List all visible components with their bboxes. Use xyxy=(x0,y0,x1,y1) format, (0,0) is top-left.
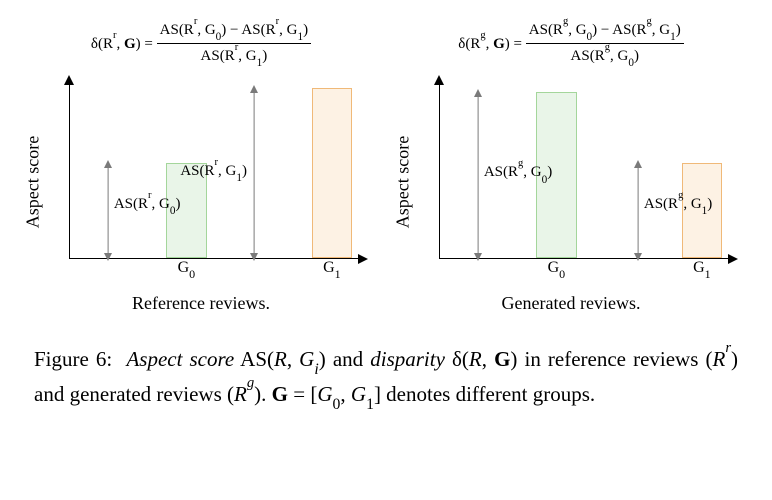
x-arrow-icon xyxy=(728,254,738,264)
x-tick: G1 xyxy=(323,259,341,280)
left-xlabel: Reference reviews. xyxy=(31,293,371,314)
measure-arrow xyxy=(108,163,109,258)
right-ylabel: Aspect score xyxy=(393,136,414,228)
right-plot: Aspect score G0G1AS(Rg, G0)AS(Rg, G1) xyxy=(411,77,731,287)
left-formula: δ(Rr, G) = AS(Rr, G0) − AS(Rr, G1) AS(Rr… xyxy=(31,20,371,67)
left-ylabel: Aspect score xyxy=(23,136,44,228)
left-panel: δ(Rr, G) = AS(Rr, G0) − AS(Rr, G1) AS(Rr… xyxy=(31,20,371,314)
y-arrow-icon xyxy=(434,75,444,85)
right-panel: δ(Rg, G) = AS(Rg, G0) − AS(Rg, G1) AS(Rg… xyxy=(401,20,741,314)
right-formula-num: AS(Rg, G0) − AS(Rg, G1) xyxy=(526,20,684,44)
measure-arrow xyxy=(478,92,479,258)
right-formula-lhs: δ(Rg, G) = xyxy=(458,34,522,53)
x-tick: G0 xyxy=(178,259,196,280)
y-arrow-icon xyxy=(64,75,74,85)
x-tick: G0 xyxy=(548,259,566,280)
left-formula-frac: AS(Rr, G0) − AS(Rr, G1) AS(Rr, G1) xyxy=(157,20,311,67)
measure-label: AS(Rg, G0) xyxy=(484,162,552,183)
left-formula-num: AS(Rr, G0) − AS(Rr, G1) xyxy=(157,20,311,44)
right-formula-den: AS(Rg, G0) xyxy=(526,44,684,67)
x-arrow-icon xyxy=(358,254,368,264)
left-formula-lhs: δ(Rr, G) = xyxy=(91,34,153,53)
measure-arrow xyxy=(638,163,639,258)
left-formula-den: AS(Rr, G1) xyxy=(157,44,311,67)
x-tick: G1 xyxy=(693,259,711,280)
measure-label: AS(Rr, G1) xyxy=(180,161,247,182)
right-formula-frac: AS(Rg, G0) − AS(Rg, G1) AS(Rg, G0) xyxy=(526,20,684,67)
measure-arrow xyxy=(253,88,254,258)
right-xlabel: Generated reviews. xyxy=(401,293,741,314)
charts-row: δ(Rr, G) = AS(Rr, G0) − AS(Rr, G1) AS(Rr… xyxy=(28,20,744,314)
measure-label: AS(Rg, G1) xyxy=(644,194,712,215)
right-formula: δ(Rg, G) = AS(Rg, G0) − AS(Rg, G1) AS(Rg… xyxy=(401,20,741,67)
left-plot: Aspect score G0G1AS(Rr, G0)AS(Rr, G1) xyxy=(41,77,361,287)
bar xyxy=(312,88,353,258)
measure-label: AS(Rr, G0) xyxy=(114,194,181,215)
figure-caption: Figure 6: Aspect score AS(R, Gi) and dis… xyxy=(28,344,744,413)
right-axes: G0G1AS(Rg, G0)AS(Rg, G1) xyxy=(439,85,731,259)
left-axes: G0G1AS(Rr, G0)AS(Rr, G1) xyxy=(69,85,361,259)
